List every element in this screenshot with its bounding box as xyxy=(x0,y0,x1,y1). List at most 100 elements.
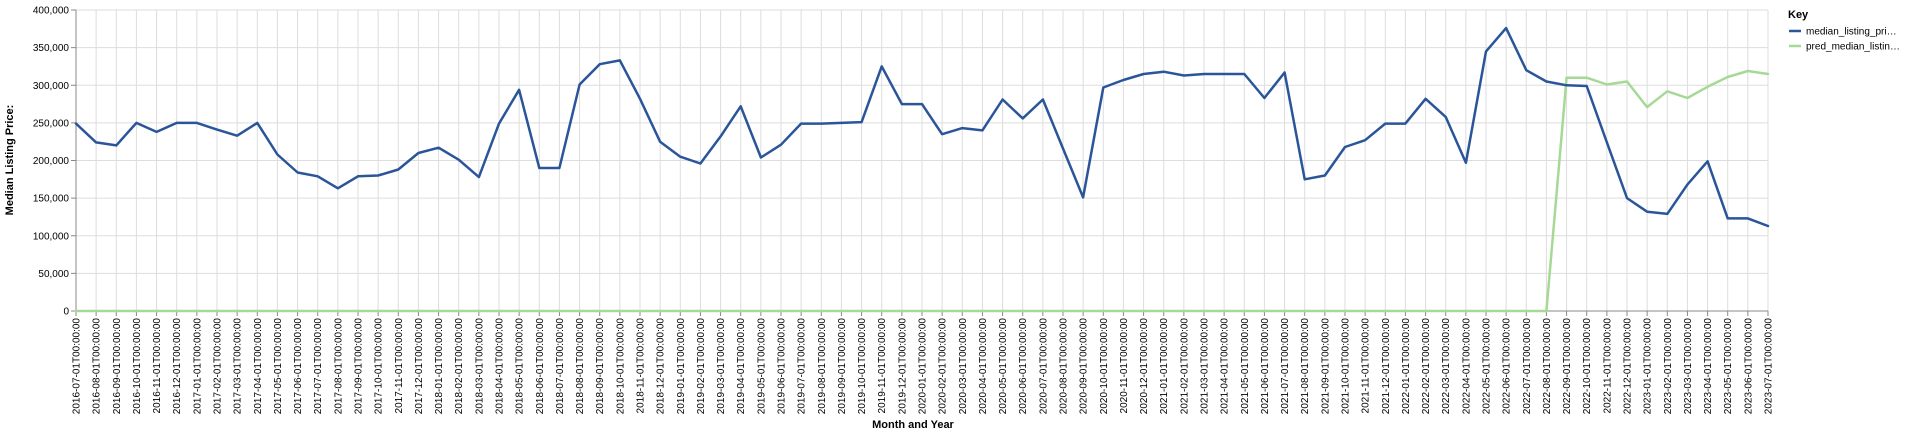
x-tick-label: 2017-10-01T00:00:00 xyxy=(374,318,385,415)
y-axis-title: Median Listing Price: xyxy=(4,105,16,216)
x-tick-label: 2016-09-01T00:00:00 xyxy=(112,318,123,415)
x-tick-label: 2018-01-01T00:00:00 xyxy=(434,318,445,415)
x-tick-label: 2022-03-01T00:00:00 xyxy=(1441,318,1452,415)
legend-label: pred_median_listin… xyxy=(1806,42,1900,53)
x-tick-label: 2018-04-01T00:00:00 xyxy=(495,318,506,415)
x-tick-label: 2023-03-01T00:00:00 xyxy=(1683,318,1694,415)
x-tick-label: 2019-12-01T00:00:00 xyxy=(897,318,908,415)
x-tick-label: 2021-06-01T00:00:00 xyxy=(1260,318,1271,415)
x-tick-label: 2018-06-01T00:00:00 xyxy=(535,318,546,415)
x-tick-label: 2018-12-01T00:00:00 xyxy=(656,318,667,415)
x-tick-label: 2016-08-01T00:00:00 xyxy=(92,318,103,415)
x-tick-label: 2023-07-01T00:00:00 xyxy=(1764,318,1775,415)
x-tick-label: 2021-07-01T00:00:00 xyxy=(1280,318,1291,415)
x-tick-label: 2022-09-01T00:00:00 xyxy=(1562,318,1573,415)
x-tick-label: 2019-10-01T00:00:00 xyxy=(857,318,868,415)
x-tick-label: 2016-07-01T00:00:00 xyxy=(72,318,83,415)
x-tick-label: 2020-06-01T00:00:00 xyxy=(1018,318,1029,415)
y-tick-label: 300,000 xyxy=(33,81,70,92)
axes xyxy=(71,9,1769,316)
series-lines xyxy=(74,26,1770,313)
x-tick-label: 2019-06-01T00:00:00 xyxy=(777,318,788,415)
x-tick-label: 2022-10-01T00:00:00 xyxy=(1582,318,1593,415)
x-tick-label: 2022-07-01T00:00:00 xyxy=(1522,318,1533,415)
x-tick-label: 2020-12-01T00:00:00 xyxy=(1139,318,1150,415)
y-tick-label: 0 xyxy=(63,307,69,318)
x-tick-label: 2023-04-01T00:00:00 xyxy=(1703,318,1714,415)
x-tick-label: 2019-09-01T00:00:00 xyxy=(837,318,848,415)
y-tick-label: 400,000 xyxy=(33,6,70,17)
x-tick-label: 2022-11-01T00:00:00 xyxy=(1602,318,1613,414)
x-tick-label: 2022-05-01T00:00:00 xyxy=(1482,318,1493,415)
y-tick-label: 250,000 xyxy=(33,118,70,129)
x-tick-label: 2016-10-01T00:00:00 xyxy=(132,318,143,415)
x-tick-label: 2022-04-01T00:00:00 xyxy=(1461,318,1472,415)
x-tick-label: 2021-04-01T00:00:00 xyxy=(1220,318,1231,415)
x-tick-label: 2021-03-01T00:00:00 xyxy=(1200,318,1211,415)
x-tick-label: 2021-11-01T00:00:00 xyxy=(1361,318,1372,414)
x-tick-label: 2019-11-01T00:00:00 xyxy=(877,318,888,414)
x-tick-label: 2019-07-01T00:00:00 xyxy=(797,318,808,415)
x-tick-label: 2017-04-01T00:00:00 xyxy=(253,318,264,415)
legend-title: Key xyxy=(1788,9,1809,21)
x-tick-label: 2020-04-01T00:00:00 xyxy=(978,318,989,415)
x-tick-label: 2019-05-01T00:00:00 xyxy=(756,318,767,415)
x-tick-label: 2020-05-01T00:00:00 xyxy=(998,318,1009,415)
y-tick-label: 150,000 xyxy=(33,194,70,205)
x-tick-label: 2016-11-01T00:00:00 xyxy=(152,318,163,414)
x-tick-label: 2023-05-01T00:00:00 xyxy=(1723,318,1734,415)
x-tick-label: 2018-07-01T00:00:00 xyxy=(555,318,566,415)
grid-lines xyxy=(75,9,1769,312)
x-tick-label: 2020-01-01T00:00:00 xyxy=(918,318,929,415)
y-tick-label: 100,000 xyxy=(33,231,70,242)
x-tick-label: 2017-07-01T00:00:00 xyxy=(313,318,324,415)
x-tick-label: 2018-09-01T00:00:00 xyxy=(595,318,606,415)
series-line-median-listing-pri xyxy=(74,26,1770,228)
x-tick-label: 2019-08-01T00:00:00 xyxy=(817,318,828,415)
x-tick-label: 2016-12-01T00:00:00 xyxy=(172,318,183,415)
x-tick-label: 2019-01-01T00:00:00 xyxy=(676,318,687,415)
x-tick-label: 2022-12-01T00:00:00 xyxy=(1623,318,1634,415)
x-tick-label: 2018-11-01T00:00:00 xyxy=(636,318,647,414)
x-tick-label: 2022-08-01T00:00:00 xyxy=(1542,318,1553,415)
x-tick-label: 2022-02-01T00:00:00 xyxy=(1421,318,1432,415)
x-tick-label: 2017-01-01T00:00:00 xyxy=(192,318,203,415)
y-tick-label: 50,000 xyxy=(38,269,69,280)
x-tick-label: 2023-01-01T00:00:00 xyxy=(1643,318,1654,415)
x-tick-label: 2018-02-01T00:00:00 xyxy=(454,318,465,415)
x-tick-label: 2020-03-01T00:00:00 xyxy=(958,318,969,415)
y-tick-label: 200,000 xyxy=(33,156,70,167)
x-tick-label: 2022-01-01T00:00:00 xyxy=(1401,318,1412,415)
x-tick-label: 2021-02-01T00:00:00 xyxy=(1179,318,1190,415)
x-tick-label: 2020-02-01T00:00:00 xyxy=(938,318,949,415)
x-tick-label: 2019-02-01T00:00:00 xyxy=(696,318,707,415)
x-tick-label: 2021-12-01T00:00:00 xyxy=(1381,318,1392,415)
x-tick-label: 2018-10-01T00:00:00 xyxy=(615,318,626,415)
x-axis-title: Month and Year xyxy=(872,419,954,431)
y-tick-labels: 0 50,000 100,000 150,000 200,000 250,000 300,0… xyxy=(33,6,70,318)
x-tick-label: 2017-06-01T00:00:00 xyxy=(293,318,304,415)
x-tick-label: 2017-12-01T00:00:00 xyxy=(414,318,425,415)
x-tick-label: 2019-04-01T00:00:00 xyxy=(736,318,747,415)
x-tick-label: 2017-08-01T00:00:00 xyxy=(333,318,344,415)
x-tick-label: 2017-11-01T00:00:00 xyxy=(394,318,405,414)
y-tick-label: 350,000 xyxy=(33,43,70,54)
x-tick-label: 2023-06-01T00:00:00 xyxy=(1743,318,1754,415)
x-tick-label: 2021-05-01T00:00:00 xyxy=(1240,318,1251,415)
x-tick-label: 2017-02-01T00:00:00 xyxy=(213,318,224,415)
legend: Key median_listing_pri… pred_median_listi… xyxy=(1788,9,1900,53)
series-line-pred-median-listin xyxy=(74,69,1770,313)
x-tick-label: 2021-09-01T00:00:00 xyxy=(1320,318,1331,415)
x-tick-label: 2021-01-01T00:00:00 xyxy=(1159,318,1170,415)
x-tick-label: 2020-10-01T00:00:00 xyxy=(1099,318,1110,415)
x-tick-label: 2020-09-01T00:00:00 xyxy=(1079,318,1090,415)
x-tick-label: 2021-08-01T00:00:00 xyxy=(1300,318,1311,415)
x-tick-label: 2020-08-01T00:00:00 xyxy=(1059,318,1070,415)
x-tick-label: 2022-06-01T00:00:00 xyxy=(1502,318,1513,415)
x-tick-label: 2017-05-01T00:00:00 xyxy=(273,318,284,415)
x-tick-label: 2023-02-01T00:00:00 xyxy=(1663,318,1674,415)
x-tick-label: 2018-08-01T00:00:00 xyxy=(575,318,586,415)
x-tick-label: 2018-05-01T00:00:00 xyxy=(515,318,526,415)
x-tick-label: 2017-09-01T00:00:00 xyxy=(354,318,365,415)
